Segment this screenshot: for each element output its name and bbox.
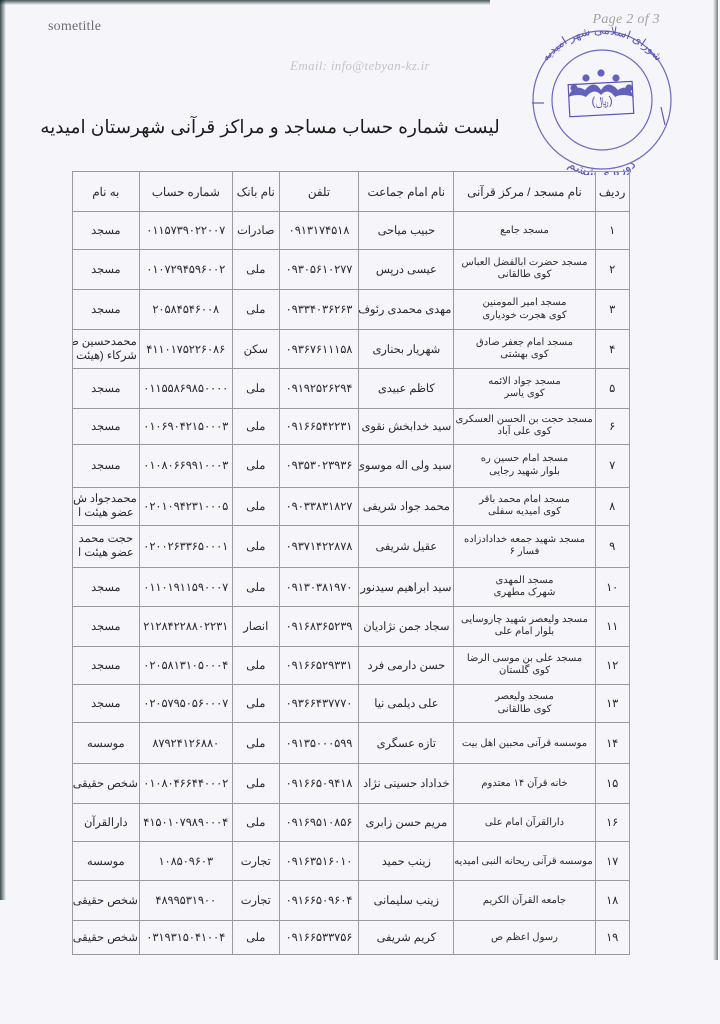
svg-text:(﷼): (﷼): [591, 93, 613, 109]
